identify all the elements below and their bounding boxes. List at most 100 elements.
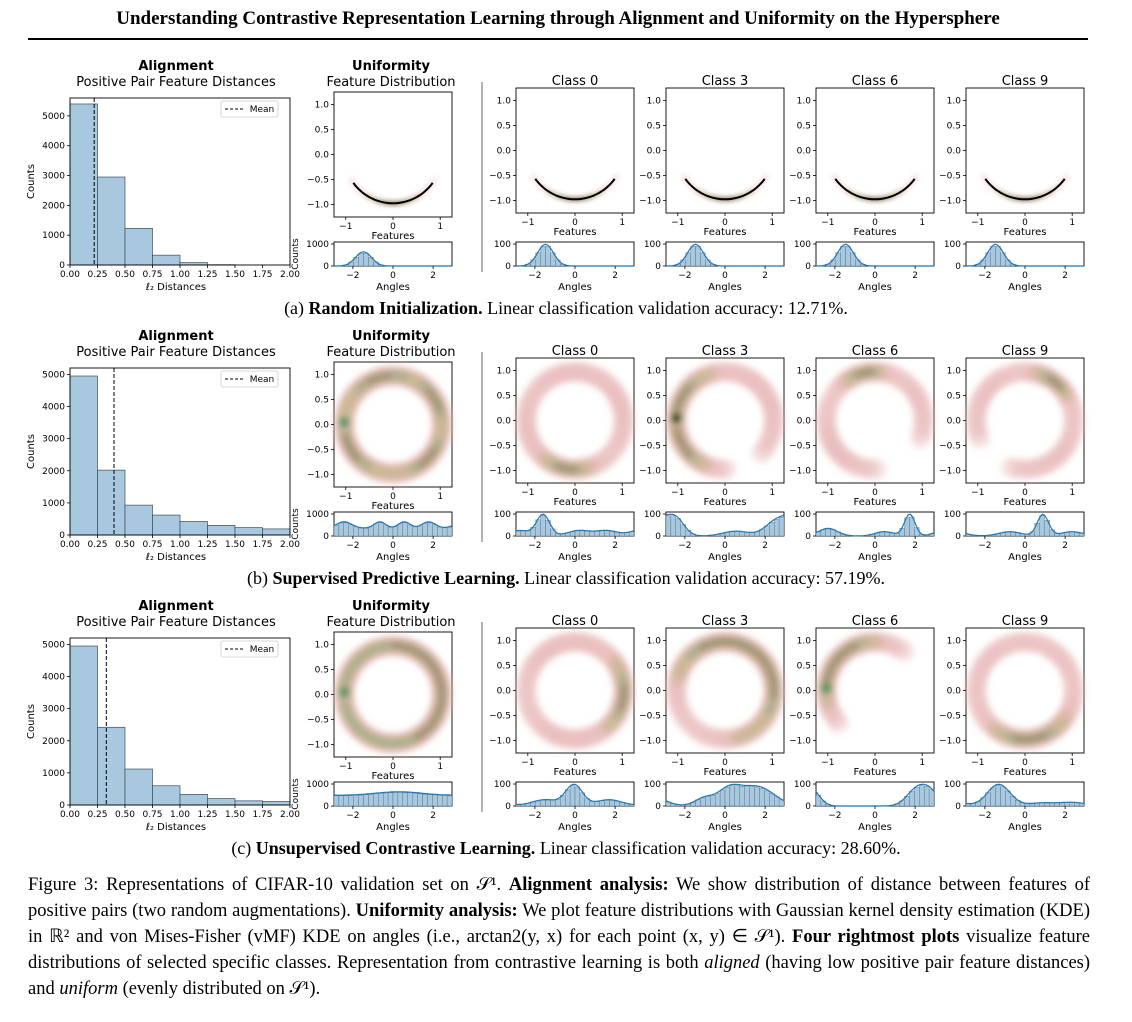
uniformity-title: Uniformity xyxy=(352,599,430,614)
angle-kde-line xyxy=(665,513,785,537)
angle-histogram-bar xyxy=(594,801,600,807)
angle-histogram-bar xyxy=(392,792,399,807)
caption-bold-uniformity: Uniformity analysis: xyxy=(355,901,518,921)
x-tick-label: 1 xyxy=(769,218,775,228)
x-tick-label: −1 xyxy=(971,218,984,228)
class-panel-0: Class 01.00.50.0−0.5−1.0−1 0 1Features0100… xyxy=(489,74,635,293)
angle-histogram-bar xyxy=(446,795,453,807)
angle-histogram-bar xyxy=(705,796,711,807)
x-tick-label: 0 xyxy=(572,811,578,821)
angle-histogram-bar xyxy=(1039,515,1045,537)
features-axis-label: Features xyxy=(554,227,597,238)
kde-ring xyxy=(333,365,453,484)
angle-histogram-bar xyxy=(825,528,831,537)
angles-axis-label: Angles xyxy=(708,552,742,563)
x-tick-label: −1 xyxy=(521,758,534,768)
x-tick-label: 1 xyxy=(919,488,925,498)
x-tick-label: 0 xyxy=(390,762,396,772)
y-tick-label: 4000 xyxy=(42,673,65,683)
y-tick-label: 0.0 xyxy=(497,687,512,697)
y-tick-label: −0.5 xyxy=(939,712,961,722)
angle-histogram-bar xyxy=(358,252,364,267)
distances-axis-label: ℓ₂ Distances xyxy=(146,282,206,293)
angle-histogram-bar xyxy=(764,790,770,807)
x-tick-label: 0 xyxy=(722,811,728,821)
y-tick-label: 1.0 xyxy=(947,367,962,377)
y-tick-label: 100 xyxy=(944,510,961,520)
y-tick-label: 0 xyxy=(505,532,511,542)
y-tick-label: 100 xyxy=(494,510,511,520)
y-tick-label: 0 xyxy=(655,802,661,812)
x-tick-label: −2 xyxy=(828,541,841,551)
kde-density-outer xyxy=(965,678,987,699)
y-tick-label: 1.0 xyxy=(797,97,812,107)
y-tick-label: −1.0 xyxy=(789,737,811,747)
caption-bold-rightmost: Four rightmost plots xyxy=(792,927,960,947)
y-tick-label: 1000 xyxy=(42,499,65,509)
angle-histogram-bar xyxy=(427,794,433,807)
angles-axis-label: Angles xyxy=(376,282,410,293)
counts-axis-label: Counts xyxy=(291,508,301,540)
x-tick-label: 2 xyxy=(430,271,436,281)
kde-ring xyxy=(515,361,635,480)
angle-histogram-bar xyxy=(343,522,349,537)
y-tick-label: −0.5 xyxy=(939,442,961,452)
kde-density-outer xyxy=(762,173,770,181)
x-tick-label: 2.00 xyxy=(280,270,300,280)
y-tick-label: 0.5 xyxy=(315,126,329,136)
class-panel-6: Class 61.00.50.0−0.5−1.0−1 0 1Features0100… xyxy=(789,614,935,833)
x-tick-label: 1.00 xyxy=(170,810,190,820)
angle-histogram-bar xyxy=(348,795,354,807)
kde-axes xyxy=(515,87,635,214)
kde-ring xyxy=(815,631,916,734)
y-tick-label: 1.0 xyxy=(797,637,812,647)
y-tick-label: −1.0 xyxy=(489,467,511,477)
features-axis-label: Features xyxy=(372,501,415,512)
x-tick-label: 0 xyxy=(872,811,878,821)
x-tick-label: −2 xyxy=(346,811,359,821)
class-title: Class 3 xyxy=(702,344,749,359)
angle-histogram-bar xyxy=(520,530,526,537)
collapsed-arc xyxy=(834,178,916,201)
y-tick-label: 0.5 xyxy=(315,666,329,676)
y-tick-label: 4000 xyxy=(42,142,65,152)
legend-mean-label: Mean xyxy=(250,375,275,385)
x-tick-label: 0.00 xyxy=(60,810,80,820)
y-tick-label: 100 xyxy=(944,780,961,790)
x-tick-label: 0.75 xyxy=(142,270,162,280)
angle-histogram-bar xyxy=(437,795,443,807)
class-panel-6: Class 61.00.50.0−0.5−1.0−1 0 1Features0100… xyxy=(789,74,935,293)
x-tick-label: 0 xyxy=(722,541,728,551)
kde-ring xyxy=(665,631,785,750)
caption-text-6: (evenly distributed on 𝒮¹). xyxy=(122,979,321,999)
y-tick-label: 0.0 xyxy=(947,147,962,157)
angle-histogram-bar xyxy=(769,793,775,807)
angle-histogram-bar xyxy=(407,792,413,807)
y-tick-label: −1.0 xyxy=(939,467,961,477)
y-tick-label: −1.0 xyxy=(639,197,661,207)
y-tick-label: 1000 xyxy=(42,769,65,779)
y-tick-label: 0 xyxy=(505,262,511,272)
angle-histogram-bar xyxy=(363,528,369,537)
alignment-bar xyxy=(69,645,98,806)
angle-histogram-bar xyxy=(550,799,556,807)
angles-axis-label: Angles xyxy=(858,282,892,293)
y-tick-label: 1.0 xyxy=(797,367,812,377)
y-tick-label: 0 xyxy=(805,532,811,542)
angle-histogram-bar xyxy=(442,527,448,537)
kde-axes xyxy=(965,87,1085,214)
caption-text-5: (having low positive pair feature distan… xyxy=(28,953,1091,999)
y-tick-label: 1.0 xyxy=(947,637,962,647)
angle-histogram-bar xyxy=(333,524,340,537)
features-axis-label: Features xyxy=(372,771,415,782)
y-tick-label: 0.0 xyxy=(797,417,812,427)
header-rule xyxy=(28,38,1088,40)
x-tick-label: 2 xyxy=(912,811,918,821)
y-tick-label: 100 xyxy=(794,510,811,520)
x-tick-label: 0.00 xyxy=(60,540,80,550)
kde-axes xyxy=(815,87,935,214)
row-caption: (b) Supervised Predictive Learning. Line… xyxy=(247,568,885,589)
features-axis-label: Features xyxy=(1004,767,1047,778)
x-tick-label: 0 xyxy=(1022,218,1028,228)
alignment-bar xyxy=(69,375,98,536)
